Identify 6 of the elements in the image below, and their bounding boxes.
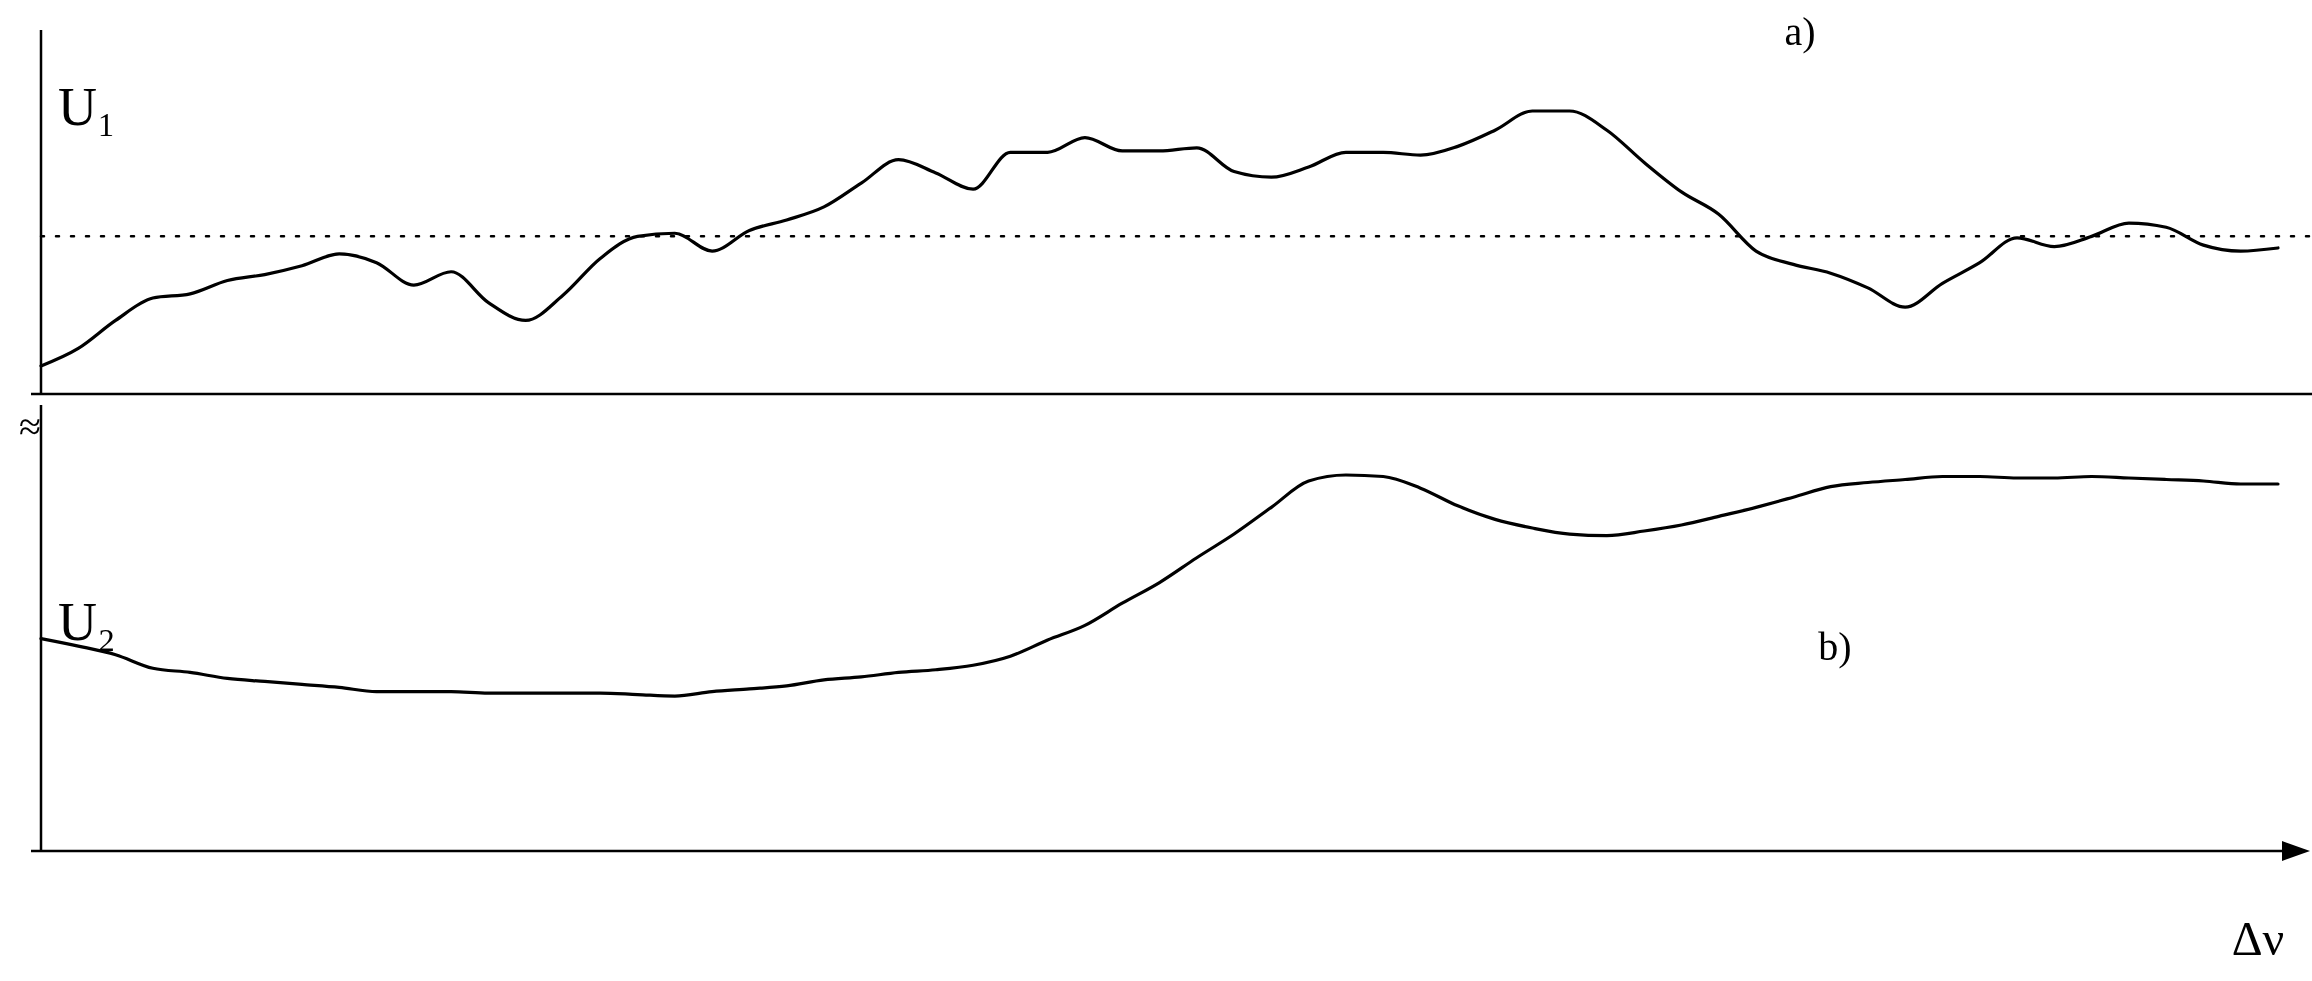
- text: ≈: [19, 404, 41, 449]
- annotation: b): [1818, 624, 1852, 669]
- y-axis-title: U₁: [58, 77, 116, 137]
- text: a): [1784, 9, 1816, 54]
- x-axis-title: Δν: [2231, 912, 2285, 965]
- y-axis-title: U₂: [58, 592, 116, 652]
